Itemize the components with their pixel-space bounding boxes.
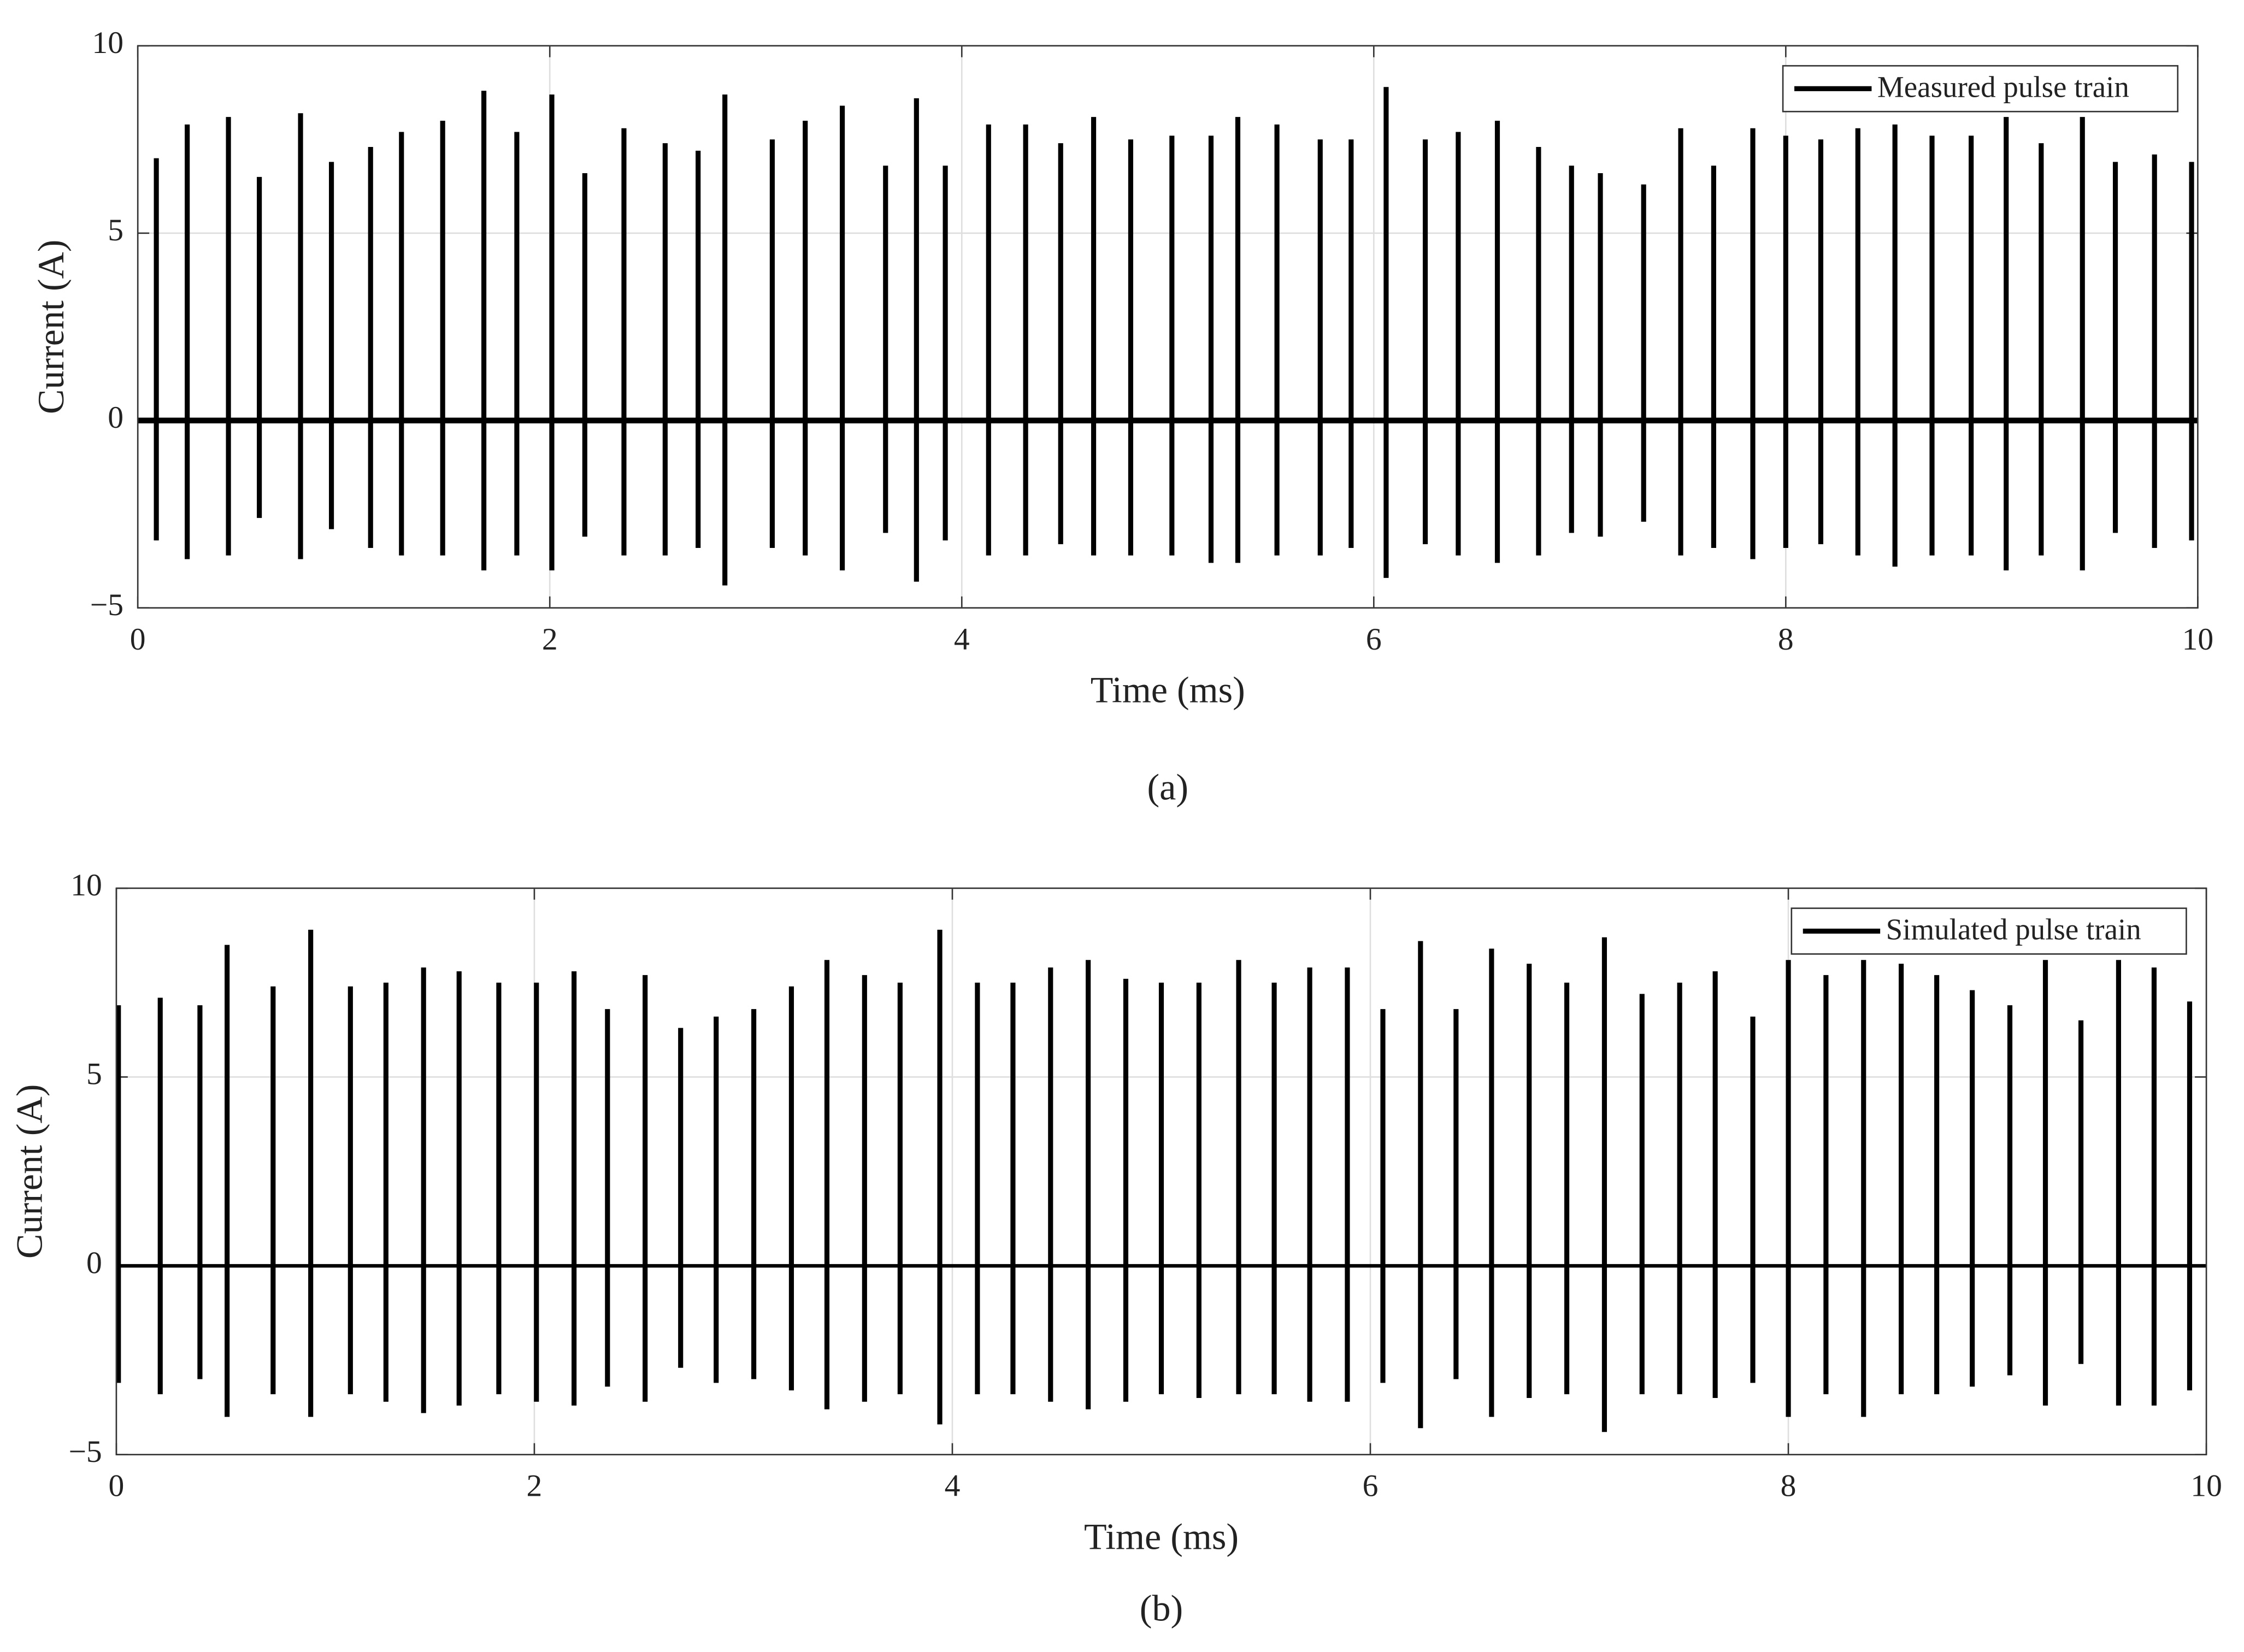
x-axis-label: Time (ms) [1084, 1515, 1239, 1557]
y-tick-label: 5 [86, 1057, 102, 1092]
plot-frame [115, 887, 2207, 1455]
x-tick-label: 8 [1778, 622, 1794, 657]
y-tick-label: 10 [92, 26, 123, 60]
plot-frame [137, 45, 2199, 609]
legend: Measured pulse train [1782, 65, 2179, 113]
y-tick-label: −5 [68, 1435, 102, 1469]
x-tick-label: 4 [954, 622, 970, 657]
caption: (b) [1140, 1587, 1183, 1629]
legend: Simulated pulse train [1791, 907, 2187, 955]
x-tick-label: 0 [109, 1469, 125, 1503]
x-axis-label: Time (ms) [1091, 669, 1245, 710]
x-tick-label: 2 [542, 622, 558, 657]
plot-area [138, 45, 2198, 608]
y-tick-label: −5 [90, 588, 123, 622]
y-axis-label: Current (A) [30, 240, 72, 414]
y-tick-label: 0 [108, 400, 123, 435]
y-tick-label: 5 [108, 213, 123, 247]
x-tick-label: 10 [2190, 1469, 2222, 1503]
y-tick-label: 0 [86, 1246, 102, 1280]
x-tick-label: 10 [2182, 622, 2214, 657]
y-axis-label: Current (A) [9, 1084, 50, 1259]
x-tick-label: 0 [130, 622, 146, 657]
caption: (a) [1147, 766, 1189, 807]
y-tick-label: 10 [70, 868, 102, 902]
x-tick-label: 8 [1781, 1469, 1797, 1503]
x-tick-label: 4 [945, 1469, 961, 1503]
legend-label: Measured pulse train [1877, 70, 2129, 104]
x-tick-label: 2 [527, 1469, 543, 1503]
x-tick-label: 6 [1366, 622, 1382, 657]
x-tick-label: 6 [1363, 1469, 1379, 1503]
legend-label: Simulated pulse train [1886, 913, 2141, 946]
